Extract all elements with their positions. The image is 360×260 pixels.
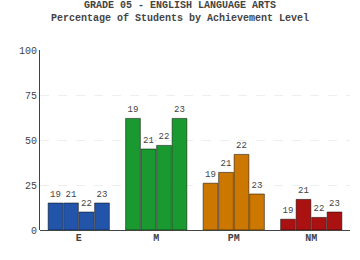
svg-text:0: 0 [31,226,37,237]
svg-text:100: 100 [19,46,37,57]
svg-text:19: 19 [205,170,216,180]
svg-text:E: E [76,233,82,244]
svg-text:19: 19 [283,206,294,216]
svg-text:23: 23 [97,190,108,200]
svg-text:M: M [153,233,159,244]
svg-text:75: 75 [25,91,37,102]
svg-text:22: 22 [236,141,247,151]
svg-text:50: 50 [25,136,37,147]
svg-text:21: 21 [221,159,232,169]
svg-text:23: 23 [252,181,263,191]
svg-text:21: 21 [143,136,154,146]
svg-text:21: 21 [298,186,309,196]
svg-text:23: 23 [329,199,340,209]
svg-text:23: 23 [174,105,185,115]
svg-text:19: 19 [128,105,139,115]
svg-text:22: 22 [159,132,170,142]
svg-text:NM: NM [305,233,317,244]
svg-text:25: 25 [25,181,37,192]
svg-text:21: 21 [66,190,77,200]
svg-text:22: 22 [314,204,325,214]
svg-text:GRADE 05 - ENGLISH LANGUAGE AR: GRADE 05 - ENGLISH LANGUAGE ARTSPercenta… [51,0,309,24]
svg-text:19: 19 [50,190,61,200]
svg-text:22: 22 [81,199,92,209]
svg-text:PM: PM [228,233,240,244]
